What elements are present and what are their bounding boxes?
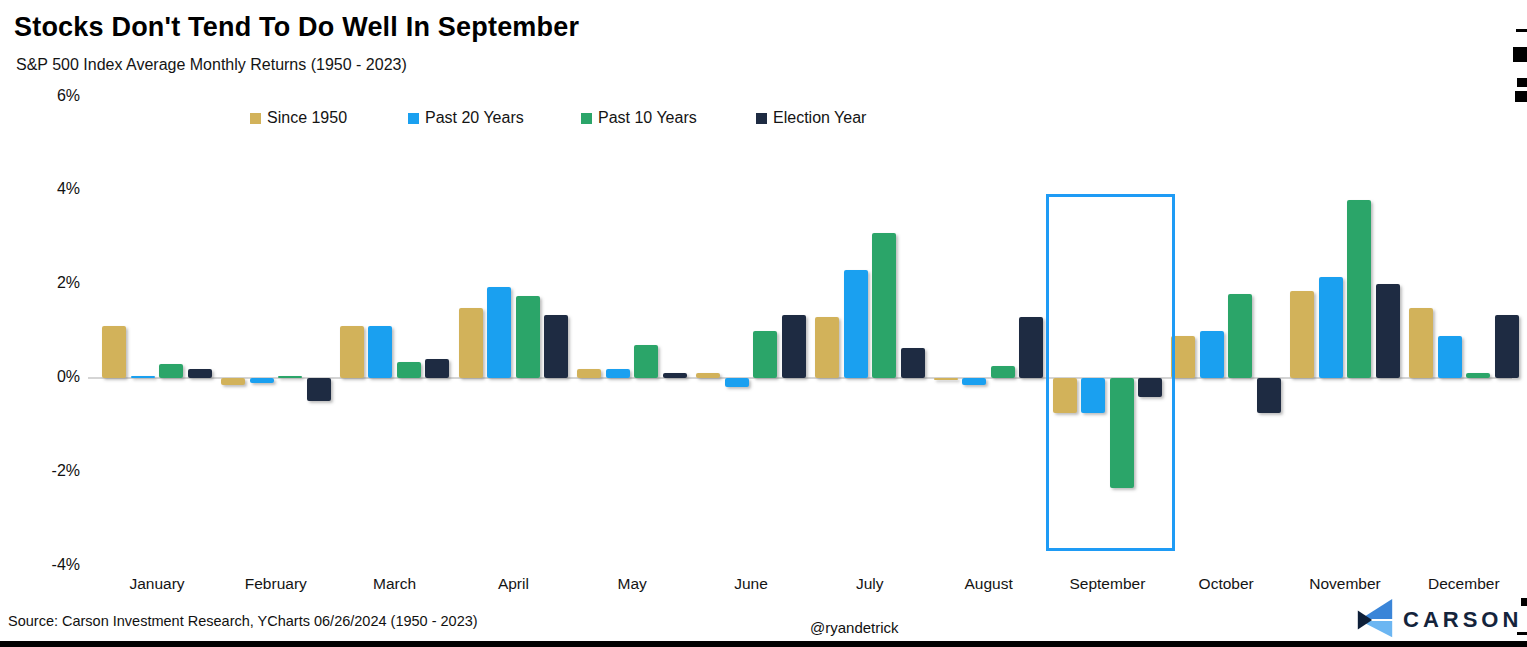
bar-october-past-10-years bbox=[1228, 294, 1252, 378]
bar-march-election-year bbox=[425, 359, 449, 378]
y-tick-6: 6% bbox=[0, 87, 80, 105]
bar-december-past-20-years bbox=[1438, 336, 1462, 378]
legend-swatch-election-year bbox=[756, 113, 767, 124]
legend-label-past-20-years: Past 20 Years bbox=[425, 109, 524, 127]
bar-november-past-10-years bbox=[1347, 200, 1371, 378]
y-tick-0: 0% bbox=[0, 368, 80, 386]
bar-june-past-20-years bbox=[725, 378, 749, 387]
twitter-handle: @ryandetrick bbox=[810, 619, 899, 636]
bar-march-past-20-years bbox=[368, 326, 392, 378]
legend-swatch-past-10-years bbox=[581, 113, 592, 124]
legend-label-past-10-years: Past 10 Years bbox=[598, 109, 697, 127]
bar-august-since-1950 bbox=[934, 378, 958, 380]
bar-may-past-10-years bbox=[634, 345, 658, 378]
crop-artifact bbox=[1517, 78, 1527, 87]
legend-label-since-1950: Since 1950 bbox=[267, 109, 347, 127]
chart-subtitle: S&P 500 Index Average Monthly Returns (1… bbox=[16, 56, 407, 74]
highlight-box-september bbox=[1046, 194, 1176, 551]
bar-july-election-year bbox=[901, 348, 925, 378]
carson-logo: CARSON bbox=[1355, 599, 1522, 641]
bar-may-past-20-years bbox=[606, 369, 630, 378]
bar-october-past-20-years bbox=[1200, 331, 1224, 378]
bar-november-since-1950 bbox=[1290, 291, 1314, 378]
legend-item-past-10-years: Past 10 Years bbox=[581, 109, 697, 127]
bar-april-election-year bbox=[544, 315, 568, 378]
bar-june-election-year bbox=[782, 315, 806, 378]
crop-artifact bbox=[1513, 47, 1527, 62]
bar-february-election-year bbox=[307, 378, 331, 401]
crop-artifact bbox=[1517, 632, 1527, 635]
legend-item-past-20-years: Past 20 Years bbox=[408, 109, 524, 127]
bar-june-since-1950 bbox=[696, 373, 720, 378]
bar-february-past-20-years bbox=[250, 378, 274, 383]
legend-swatch-since-1950 bbox=[250, 113, 261, 124]
bar-july-since-1950 bbox=[815, 317, 839, 378]
chart-title: Stocks Don't Tend To Do Well In Septembe… bbox=[14, 12, 579, 43]
bar-january-past-20-years bbox=[131, 376, 155, 378]
bar-april-past-20-years bbox=[487, 287, 511, 378]
bar-may-election-year bbox=[663, 373, 687, 378]
crop-artifact bbox=[1516, 29, 1527, 32]
bar-january-election-year bbox=[188, 369, 212, 378]
y-tick--4: -4% bbox=[0, 556, 80, 574]
y-tick-4: 4% bbox=[0, 180, 80, 198]
bar-june-past-10-years bbox=[753, 331, 777, 378]
carson-chevron-icon bbox=[1355, 599, 1395, 641]
source-note: Source: Carson Investment Research, YCha… bbox=[8, 613, 478, 629]
legend-item-since-1950: Since 1950 bbox=[250, 109, 347, 127]
bar-may-since-1950 bbox=[577, 369, 601, 378]
bar-january-past-10-years bbox=[159, 364, 183, 378]
bottom-border-bar bbox=[0, 641, 1527, 647]
x-label-march: March bbox=[335, 575, 455, 593]
bar-august-past-10-years bbox=[991, 366, 1015, 378]
bar-august-election-year bbox=[1019, 317, 1043, 378]
carson-logo-text: CARSON bbox=[1403, 607, 1522, 633]
legend-label-election-year: Election Year bbox=[773, 109, 866, 127]
legend-swatch-past-20-years bbox=[408, 113, 419, 124]
x-label-september: September bbox=[1047, 575, 1167, 593]
y-tick--2: -2% bbox=[0, 462, 80, 480]
bar-march-since-1950 bbox=[340, 326, 364, 378]
y-tick-2: 2% bbox=[0, 274, 80, 292]
bar-december-since-1950 bbox=[1409, 308, 1433, 378]
x-label-june: June bbox=[691, 575, 811, 593]
x-label-july: July bbox=[810, 575, 930, 593]
bar-march-past-10-years bbox=[397, 362, 421, 378]
crop-artifact bbox=[1515, 91, 1527, 102]
bar-december-past-10-years bbox=[1466, 373, 1490, 378]
x-label-november: November bbox=[1285, 575, 1405, 593]
bar-april-past-10-years bbox=[516, 296, 540, 378]
x-label-april: April bbox=[453, 575, 573, 593]
crop-artifact bbox=[1521, 598, 1527, 606]
x-label-may: May bbox=[572, 575, 692, 593]
x-label-february: February bbox=[216, 575, 336, 593]
x-label-december: December bbox=[1404, 575, 1524, 593]
bar-april-since-1950 bbox=[459, 308, 483, 378]
x-label-january: January bbox=[97, 575, 217, 593]
bar-july-past-10-years bbox=[872, 233, 896, 378]
x-label-october: October bbox=[1166, 575, 1286, 593]
legend-item-election-year: Election Year bbox=[756, 109, 866, 127]
bar-july-past-20-years bbox=[844, 270, 868, 378]
bar-november-past-20-years bbox=[1319, 277, 1343, 378]
chart-canvas: Stocks Don't Tend To Do Well In Septembe… bbox=[0, 0, 1527, 647]
bar-august-past-20-years bbox=[962, 378, 986, 385]
bar-february-past-10-years bbox=[278, 376, 302, 378]
bar-november-election-year bbox=[1376, 284, 1400, 378]
bar-december-election-year bbox=[1495, 315, 1519, 378]
bar-january-since-1950 bbox=[102, 326, 126, 378]
bar-october-election-year bbox=[1257, 378, 1281, 413]
x-label-august: August bbox=[929, 575, 1049, 593]
bar-february-since-1950 bbox=[221, 378, 245, 385]
